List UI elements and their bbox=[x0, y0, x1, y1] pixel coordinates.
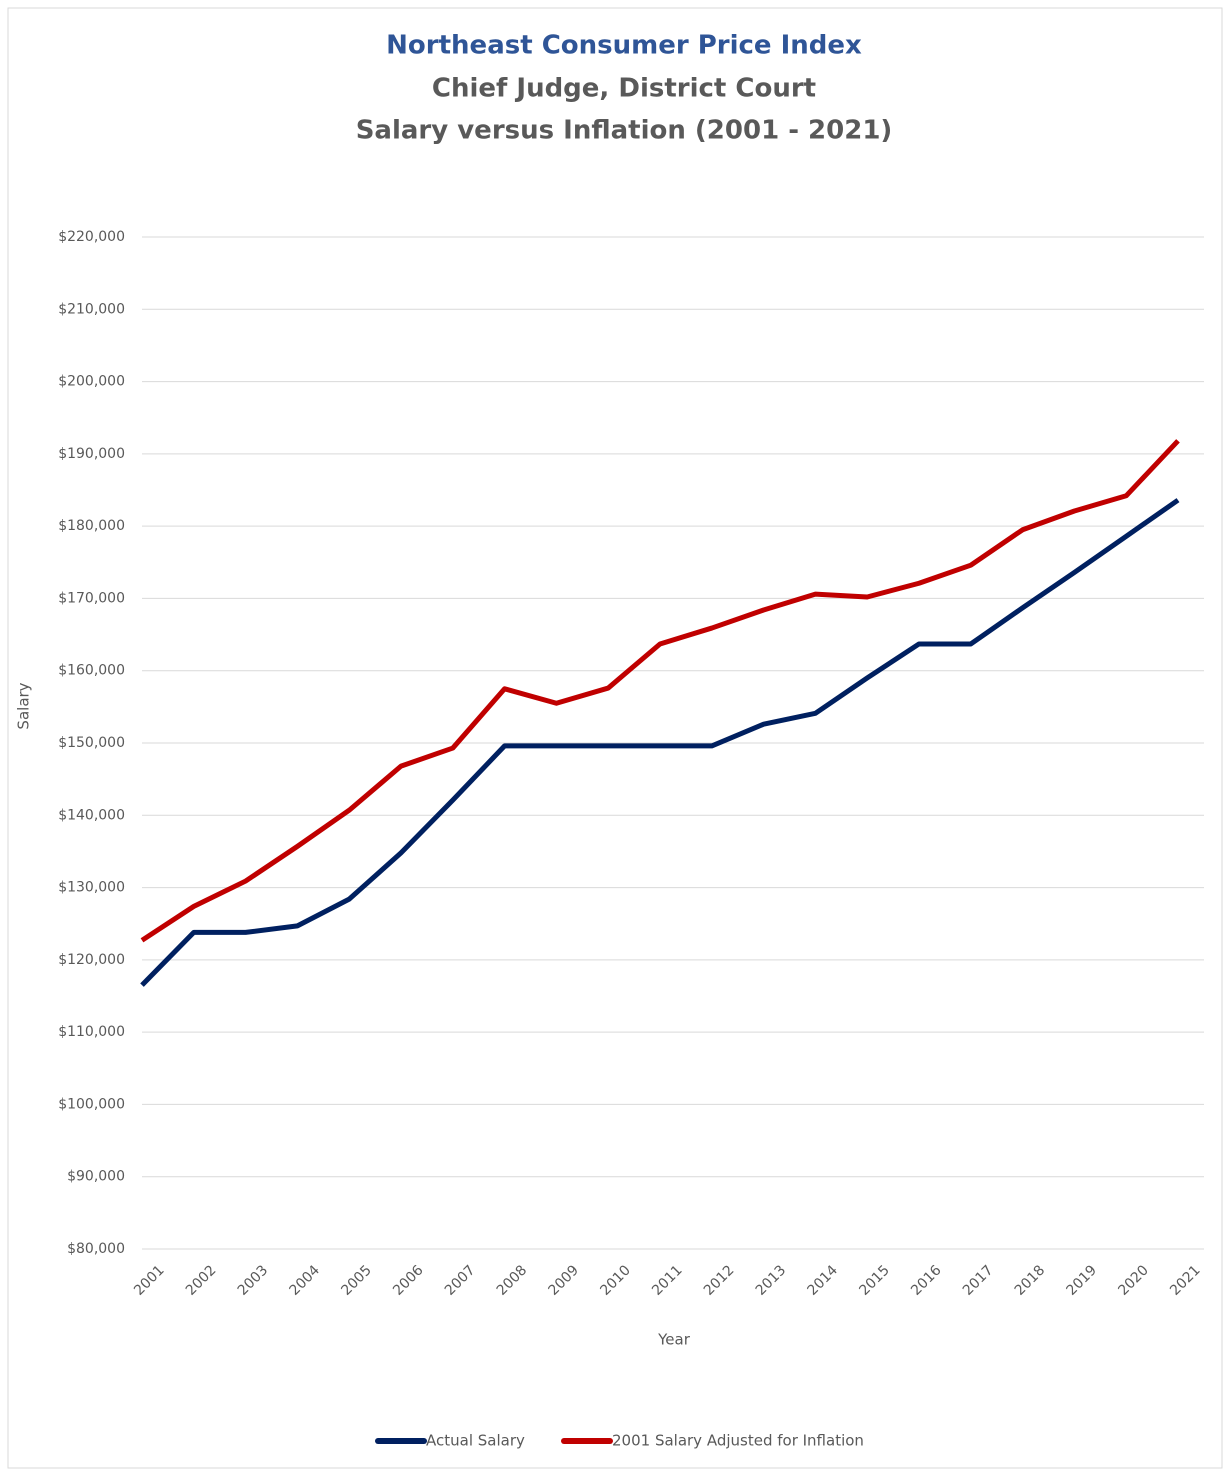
chart-subtitle: Chief Judge, District Court bbox=[432, 74, 816, 104]
y-tick-label: $110,000 bbox=[58, 1024, 125, 1040]
x-axis-label: Year bbox=[657, 1331, 691, 1349]
y-tick-label: $200,000 bbox=[58, 374, 125, 390]
y-tick-label: $210,000 bbox=[58, 301, 125, 317]
y-tick-label: $100,000 bbox=[58, 1096, 125, 1112]
y-tick-label: $180,000 bbox=[58, 518, 125, 534]
y-tick-label: $190,000 bbox=[58, 446, 125, 462]
y-tick-label: $120,000 bbox=[58, 952, 125, 968]
y-tick-label: $90,000 bbox=[67, 1169, 125, 1185]
legend-label: 2001 Salary Adjusted for Inflation bbox=[612, 1432, 864, 1450]
y-tick-label: $140,000 bbox=[58, 807, 125, 823]
legend-label: Actual Salary bbox=[426, 1432, 525, 1450]
y-tick-label: $220,000 bbox=[58, 229, 125, 245]
series-line bbox=[140, 439, 1180, 943]
chart-title: Northeast Consumer Price Index bbox=[386, 31, 862, 61]
chart-frame bbox=[7, 7, 1223, 1469]
y-tick-label: $80,000 bbox=[67, 1241, 125, 1257]
chart-subtitle: Salary versus Inflation (2001 - 2021) bbox=[356, 116, 893, 146]
y-axis-label: Salary bbox=[15, 682, 33, 729]
series-line bbox=[140, 498, 1180, 987]
y-tick-label: $170,000 bbox=[58, 590, 125, 606]
y-tick-label: $150,000 bbox=[58, 735, 125, 751]
y-tick-label: $130,000 bbox=[58, 880, 125, 896]
y-tick-label: $160,000 bbox=[58, 663, 125, 679]
